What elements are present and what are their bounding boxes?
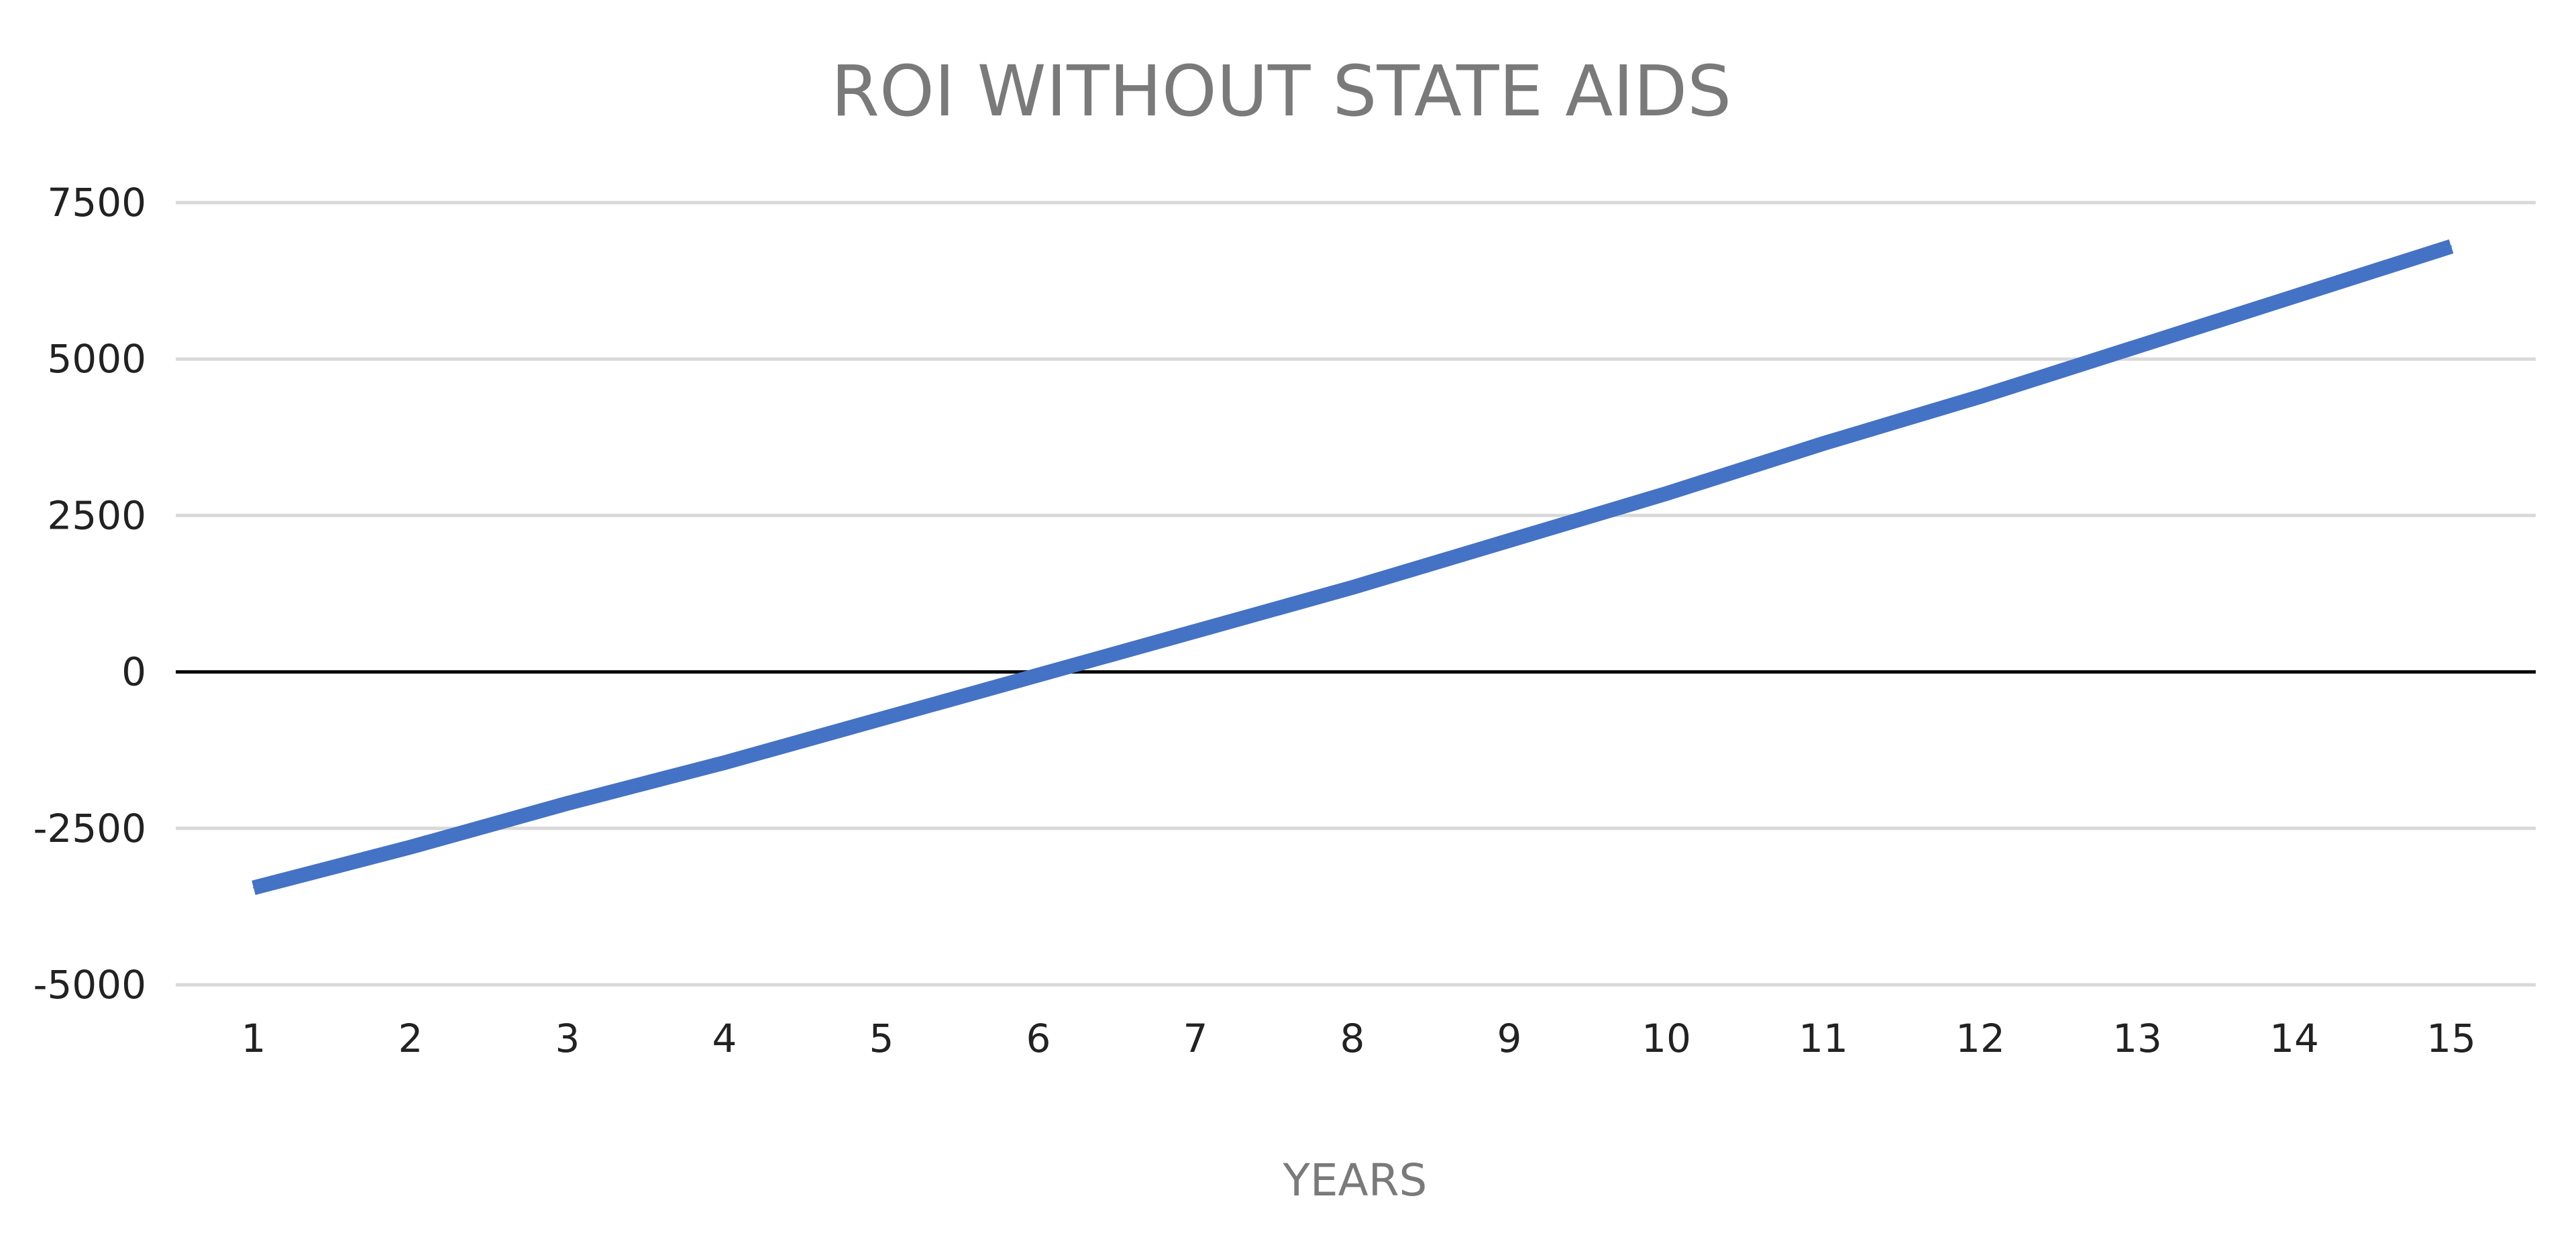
x-tick-label: 3 — [555, 1016, 580, 1061]
data-point — [1666, 492, 1667, 494]
y-tick-label: 7500 — [47, 180, 146, 225]
x-axis-title: YEARS — [1283, 1155, 1428, 1206]
series-line — [252, 239, 2454, 896]
y-axis-tick-labels: 7500 5000 2500 0 -2500 -5000 — [33, 180, 146, 1008]
data-point — [1823, 443, 1824, 445]
data-point — [2451, 246, 2452, 248]
x-tick-label: 1 — [241, 1016, 266, 1061]
data-point — [253, 887, 254, 889]
x-tick-label: 13 — [2112, 1016, 2162, 1061]
x-tick-label: 11 — [1799, 1016, 1848, 1061]
x-tick-label: 4 — [712, 1016, 737, 1061]
x-tick-label: 12 — [1955, 1016, 2005, 1061]
data-point — [1195, 630, 1196, 632]
x-tick-label: 6 — [1026, 1016, 1051, 1061]
y-tick-label: 2500 — [47, 492, 146, 538]
x-axis-tick-labels: 1 2 3 4 5 6 7 8 9 10 11 12 13 14 15 — [241, 1016, 2476, 1061]
x-tick-label: 15 — [2426, 1016, 2476, 1061]
y-tick-label: 5000 — [47, 336, 146, 382]
x-tick-label: 2 — [398, 1016, 423, 1061]
chart-title: ROI WITHOUT STATE AIDS — [831, 50, 1731, 132]
x-tick-label: 9 — [1497, 1016, 1522, 1061]
x-tick-label: 7 — [1183, 1016, 1208, 1061]
y-tick-label: 0 — [121, 649, 146, 695]
data-point — [1980, 396, 1981, 398]
data-point — [2294, 295, 2295, 297]
y-tick-label: -5000 — [33, 962, 146, 1008]
series-layer — [252, 239, 2454, 896]
x-tick-label: 8 — [1340, 1016, 1365, 1061]
data-point — [567, 802, 568, 804]
gridlines — [176, 201, 2536, 987]
data-point — [724, 761, 725, 763]
x-tick-label: 5 — [869, 1016, 894, 1061]
data-point — [881, 718, 882, 720]
data-point — [410, 846, 411, 848]
data-point — [2137, 345, 2138, 347]
data-point — [1352, 586, 1353, 588]
x-tick-label: 10 — [1642, 1016, 1691, 1061]
data-point — [1509, 539, 1510, 541]
data-point — [1038, 674, 1039, 676]
y-tick-label: -2500 — [33, 806, 146, 851]
x-tick-label: 14 — [2269, 1016, 2319, 1061]
